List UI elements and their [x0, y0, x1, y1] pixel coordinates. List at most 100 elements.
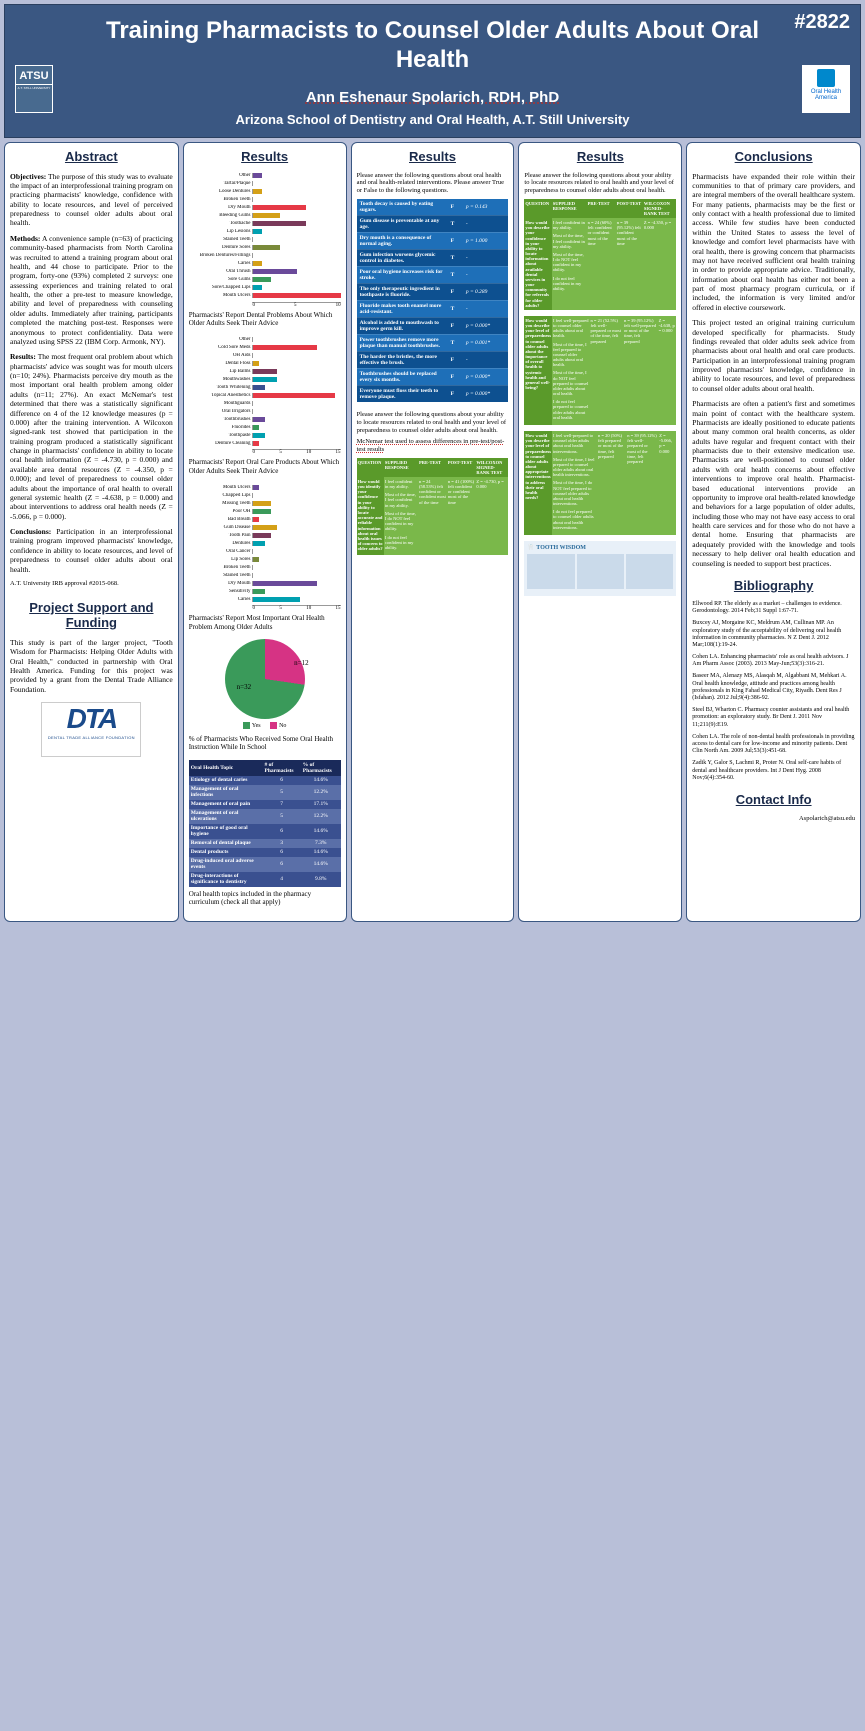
bar-row: Lip Lesions: [189, 228, 341, 236]
bar-row: Mouthwashes: [189, 375, 341, 383]
bar-row: Sore/Chapped Lips: [189, 284, 341, 292]
bar-row: Fluorides: [189, 423, 341, 431]
bar-row: Lip Sores: [189, 555, 341, 563]
pie-yes-label: n=32: [237, 683, 251, 691]
support-text: This study is part of the larger project…: [10, 638, 173, 694]
bibliography-list: Ellwood RP. The elderly as a market – ch…: [692, 601, 855, 782]
poster-title: Training Pharmacists to Counsel Older Ad…: [95, 17, 770, 75]
topic-table: Oral Health Topic# of Pharmacists% of Ph…: [189, 760, 341, 887]
table-row: Dental products614.6%: [189, 848, 341, 857]
pie-legend: Yes No: [189, 722, 341, 729]
bar-row: Cold Sore Meds: [189, 343, 341, 351]
concl-p3: Pharmacists are often a patient's first …: [692, 399, 855, 568]
bar-row: Tooth Pain: [189, 531, 341, 539]
biblio-ref: Buxcey AJ, Morgaine KC, Meldrum AM, Cull…: [692, 620, 855, 649]
column-abstract: Abstract Objectives: The purpose of this…: [4, 142, 179, 922]
green-intro: Please answer the following questions ab…: [357, 411, 509, 434]
tf-row: The harder the bristles, the more effect…: [357, 351, 509, 368]
biblio-title: Bibliography: [692, 578, 855, 593]
table-row: Removal of dental plaque37.3%: [189, 839, 341, 848]
abstract-objectives: Objectives: The purpose of this study wa…: [10, 172, 173, 228]
chart1-caption: Pharmacists' Report Dental Problems Abou…: [189, 311, 341, 328]
table-row: Etiology of dental caries614.6%: [189, 776, 341, 785]
bar-row: Stained Teeth: [189, 236, 341, 244]
chart-important-problem: Mouth UlcersChapped LipsMissing TeethPoo…: [189, 483, 341, 603]
bar-row: Gum Disease: [189, 523, 341, 531]
tf-row: Poor oral hygiene increases risk for str…: [357, 266, 509, 283]
bar-row: Sore Gums: [189, 276, 341, 284]
bar-row: Dry Mouth: [189, 204, 341, 212]
tf-row: Everyone must floss their teeth to remov…: [357, 385, 509, 402]
bar-row: Stained Teeth: [189, 571, 341, 579]
bar-row: Tooth Whitening: [189, 383, 341, 391]
green-row: How would you identify your confidence i…: [357, 477, 509, 555]
table-row: Importance of good oral hygiene614.6%: [189, 824, 341, 839]
bar-row: Topical Anesthetics: [189, 391, 341, 399]
tf-row: Alcohol is added to mouthwash to improve…: [357, 317, 509, 334]
tf-row: Gum disease is preventable at any age.T-: [357, 215, 509, 232]
pie-chart: n=12 n=32: [225, 639, 305, 719]
tf-row: Power toothbrushes remove more plaque th…: [357, 334, 509, 351]
green-row: How would you describe your confidence i…: [524, 218, 676, 310]
tf-intro: Please answer the following questions ab…: [357, 172, 509, 195]
dta-logo: DTA DENTAL TRADE ALLIANCE FOUNDATION: [41, 702, 141, 757]
column-results-3: Results Please answer the following ques…: [518, 142, 682, 922]
bar-row: Denture Sores: [189, 244, 341, 252]
bar-row: Lip Balms: [189, 367, 341, 375]
bar-row: Toothpaste: [189, 431, 341, 439]
mcnemar-note: McNemar test used to assess differences …: [357, 438, 509, 454]
pie-no-label: n=12: [294, 659, 308, 667]
column-results-2: Results Please answer the following ques…: [351, 142, 515, 922]
bar-row: Dental Floss: [189, 359, 341, 367]
topic-caption: Oral health topics included in the pharm…: [189, 890, 341, 907]
poster-id: #2822: [794, 11, 850, 34]
tf-row: The only therapeutic ingredient in tooth…: [357, 283, 509, 300]
atsu-logo: ATSU A.T. STILL UNIVERSITY: [15, 65, 53, 113]
conclusions-title: Conclusions: [692, 149, 855, 164]
support-title: Project Support and Funding: [10, 600, 173, 630]
biblio-ref: Cohen LA. The role of non-dental health …: [692, 734, 855, 756]
bar-row: Chapped Lips: [189, 491, 341, 499]
table-row: Drug-interactions of significance to den…: [189, 872, 341, 887]
tf-row: Gum infection worsens glycemic control i…: [357, 249, 509, 266]
results3-title: Results: [524, 149, 676, 164]
tf-row: Toothbrushes should be replaced every si…: [357, 368, 509, 385]
bar-row: Missing Teeth: [189, 499, 341, 507]
green-table-3: How would you describe your level of pre…: [524, 316, 676, 425]
tf-row: Dry mouth is a consequence of normal agi…: [357, 232, 509, 249]
bar-row: Toothbrushes: [189, 415, 341, 423]
true-false-table: Tooth decay is caused by eating sugars.F…: [357, 199, 509, 403]
results1-title: Results: [189, 149, 341, 164]
bar-row: Broken Teeth: [189, 563, 341, 571]
affiliation: Arizona School of Dentistry and Oral Hea…: [15, 112, 850, 127]
table-row: Management of oral infections512.2%: [189, 785, 341, 800]
bar-row: Broken Teeth: [189, 196, 341, 204]
bar-row: Mouth Ulcers: [189, 292, 341, 300]
bar-row: OH Aids: [189, 351, 341, 359]
tf-row: Fluoride makes tooth enamel more acid-re…: [357, 300, 509, 317]
biblio-ref: Cohen LA. Enhancing pharmacists' role as…: [692, 654, 855, 668]
bar-row: Tartar/Plaque: [189, 180, 341, 188]
green-row: How would you describe your level of pre…: [524, 316, 676, 425]
column-results-1: Results OtherTartar/PlaqueLoose Dentures…: [183, 142, 347, 922]
contact-email: Aspolarich@atsu.edu: [692, 815, 855, 823]
poster-header: #2822 ATSU A.T. STILL UNIVERSITY Oral He…: [4, 4, 861, 138]
bar-row: Oral Cancer: [189, 547, 341, 555]
concl-p1: Pharmacists have expanded their role wit…: [692, 172, 855, 313]
bar-row: Caries: [189, 260, 341, 268]
table-row: Drug-induced oral adverse events614.6%: [189, 857, 341, 872]
bar-row: Oral Thrush: [189, 268, 341, 276]
chart-dental-problems: OtherTartar/PlaqueLoose DenturesBroken T…: [189, 172, 341, 300]
chart-oral-products: OtherCold Sore MedsOH AidsDental FlossLi…: [189, 335, 341, 447]
bar-row: Dentures: [189, 539, 341, 547]
bar-row: Poor OH: [189, 507, 341, 515]
abstract-title: Abstract: [10, 149, 173, 164]
tf-row: Tooth decay is caused by eating sugars.F…: [357, 199, 509, 216]
col4-intro: Please answer the following questions ab…: [524, 172, 676, 195]
bar-row: Bad Breath: [189, 515, 341, 523]
bar-row: Mouthguards: [189, 399, 341, 407]
biblio-ref: Steel BJ, Wharton C. Pharmacy counter as…: [692, 707, 855, 729]
green-table-4: How would you describe your level of pre…: [524, 431, 676, 535]
green-table-2: QUESTIONSUPPLIED RESPONSEPRE-TESTPOST-TE…: [524, 199, 676, 310]
bar-row: Oral Irrigators: [189, 407, 341, 415]
